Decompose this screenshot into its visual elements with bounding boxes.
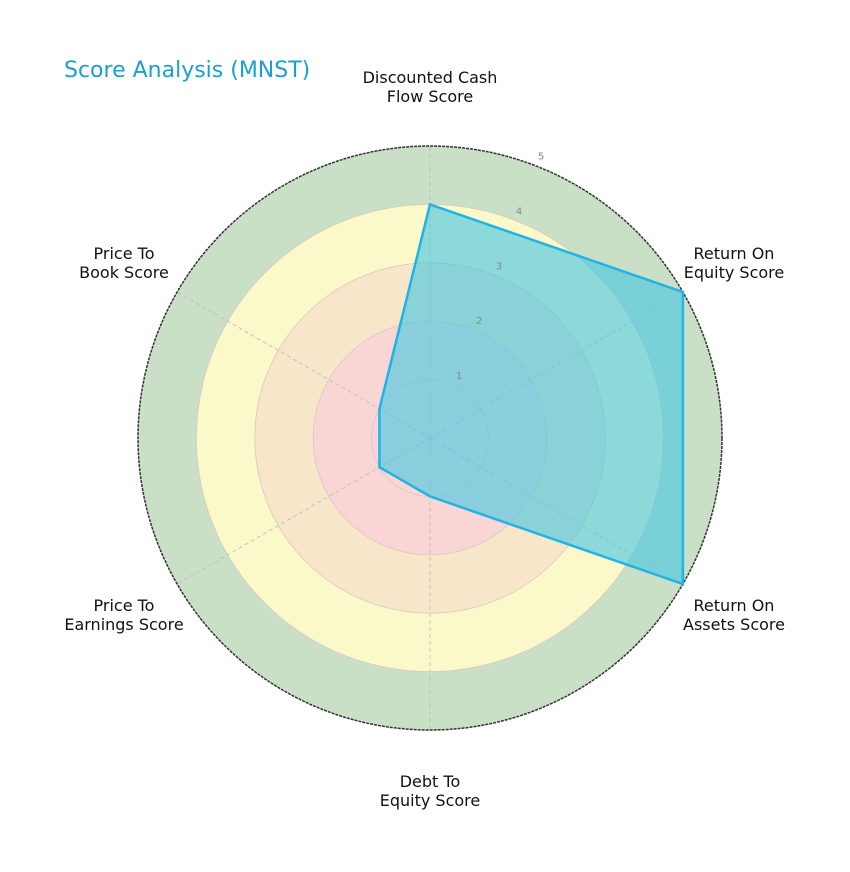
axis-label-roa: Return On Assets Score [683, 596, 785, 634]
axis-label-pe: Price To Earnings Score [64, 596, 184, 634]
tick-label: 4 [516, 206, 522, 217]
axis-label-pb: Price To Book Score [79, 244, 169, 282]
tick-label: 5 [538, 152, 544, 163]
axis-label-dcf: Discounted Cash Flow Score [362, 68, 498, 106]
chart-title: Score Analysis (MNST) [64, 58, 311, 83]
tick-label: 2 [476, 316, 482, 327]
axis-label-de: Debt To Equity Score [379, 772, 481, 810]
tick-label: 3 [496, 261, 502, 272]
data-polygon [378, 202, 685, 586]
axis-label-roe: Return On Equity Score [683, 244, 785, 282]
tick-label: 1 [456, 371, 462, 382]
